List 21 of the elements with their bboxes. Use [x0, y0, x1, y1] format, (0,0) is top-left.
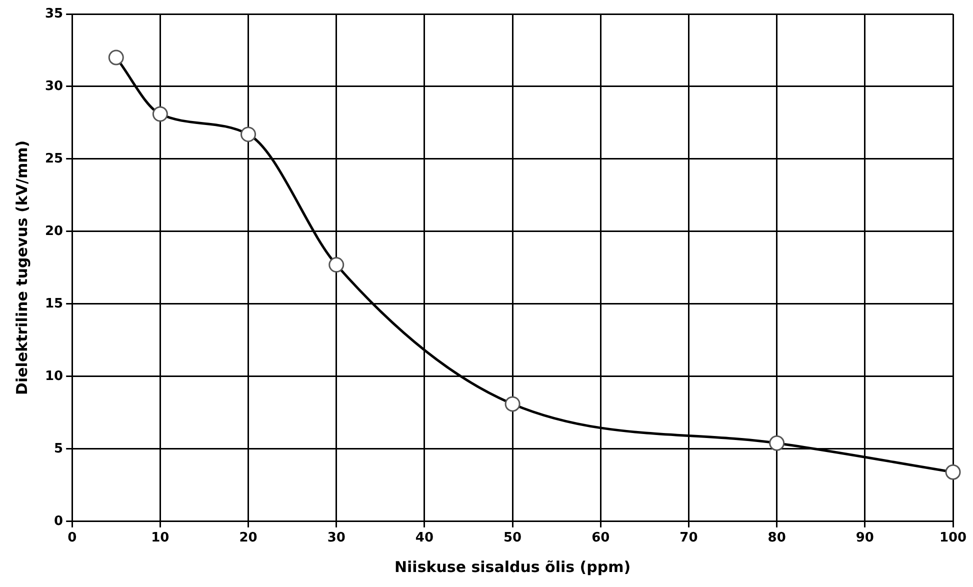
y-tick-label: 35	[44, 6, 64, 22]
x-tick-label: 0	[68, 530, 77, 546]
y-tick-label: 15	[44, 296, 64, 312]
x-axis-title: Niiskuse sisaldus õlis (ppm)	[394, 558, 631, 576]
x-tick-label: 10	[151, 530, 170, 546]
x-tick-label: 60	[592, 530, 610, 546]
x-tick-label: 50	[504, 530, 522, 546]
y-tick-label: 30	[44, 78, 64, 94]
x-tick-label: 40	[415, 530, 434, 546]
y-tick-label: 0	[54, 514, 64, 529]
x-tick-label: 30	[327, 530, 346, 546]
y-axis-title: Dielektriline tugevus (kV/mm)	[12, 140, 31, 395]
x-tick-label: 20	[239, 530, 258, 546]
x-tick-label: 70	[680, 530, 698, 546]
x-tick-label: 90	[856, 530, 874, 546]
y-tick-label: 20	[44, 224, 64, 239]
y-tick-label: 10	[44, 368, 64, 384]
x-tick-label: 80	[768, 530, 786, 546]
x-tick-label: 100	[939, 530, 967, 546]
y-tick-label: 5	[54, 441, 64, 456]
y-tick-label: 25	[44, 151, 64, 166]
